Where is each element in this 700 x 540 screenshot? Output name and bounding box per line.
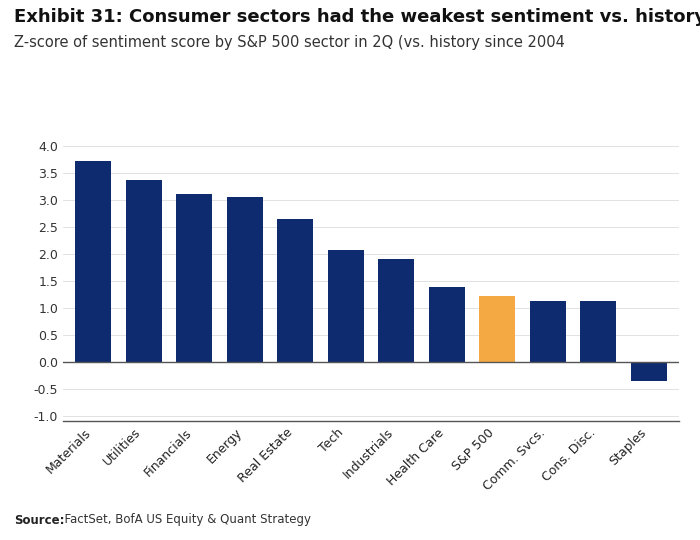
Bar — [125, 180, 162, 362]
Bar — [580, 301, 617, 362]
Bar — [227, 197, 263, 362]
Bar — [479, 296, 515, 362]
Bar — [176, 194, 213, 362]
Bar — [75, 161, 111, 362]
Text: Z-score of sentiment score by S&P 500 sector in 2Q (vs. history since 2004: Z-score of sentiment score by S&P 500 se… — [14, 35, 565, 50]
Bar — [529, 301, 566, 362]
Text: FactSet, BofA US Equity & Quant Strategy: FactSet, BofA US Equity & Quant Strategy — [57, 514, 312, 526]
Bar — [277, 219, 314, 362]
Text: Source:: Source: — [14, 514, 64, 526]
Text: Exhibit 31: Consumer sectors had the weakest sentiment vs. history: Exhibit 31: Consumer sectors had the wea… — [14, 8, 700, 26]
Bar — [428, 287, 465, 362]
Bar — [631, 362, 667, 381]
Bar — [378, 259, 414, 362]
Bar — [328, 250, 364, 362]
